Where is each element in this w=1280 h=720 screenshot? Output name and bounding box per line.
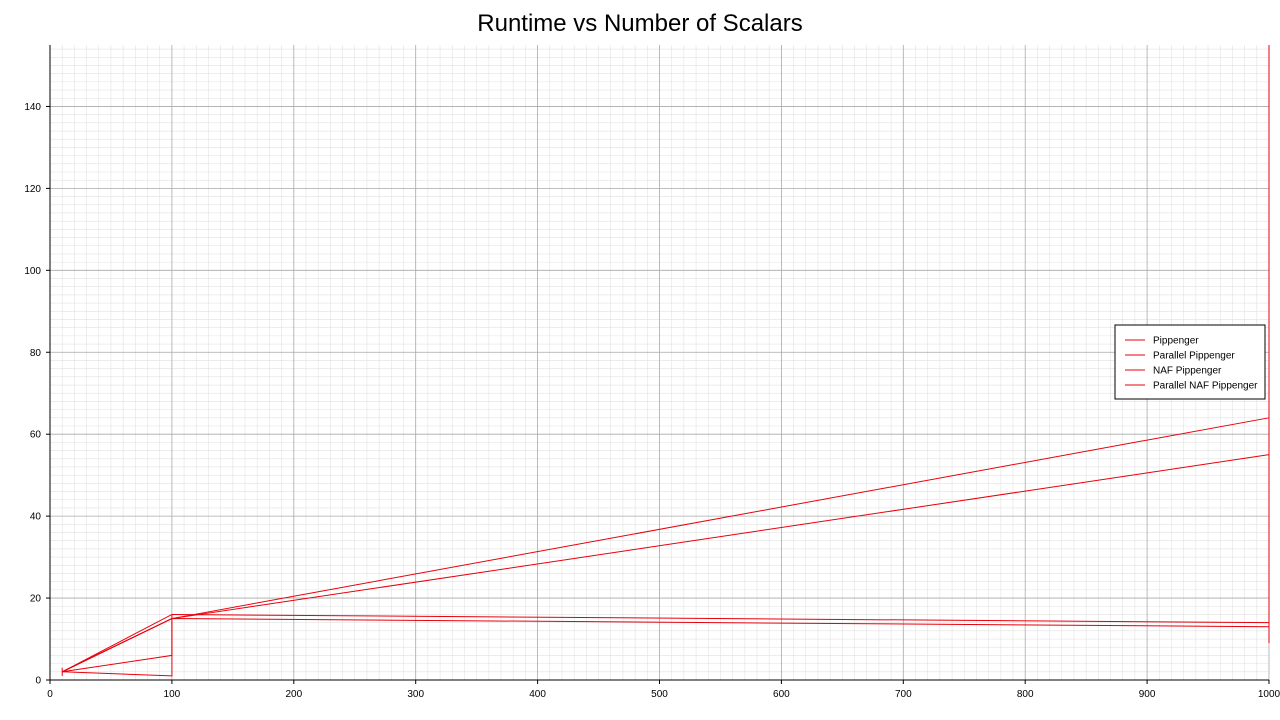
chart-title: Runtime vs Number of Scalars (477, 10, 803, 37)
x-tick-label: 500 (651, 689, 668, 700)
x-tick-label: 600 (773, 689, 790, 700)
legend-box (1114, 324, 1266, 400)
y-tick-label: 140 (24, 102, 41, 113)
x-tick-label: 100 (164, 689, 181, 700)
y-tick-label: 80 (30, 348, 42, 359)
segment-line-1 (62, 614, 173, 677)
y-tick-label: 120 (24, 184, 41, 195)
y-tick-label: 60 (30, 430, 42, 441)
legend-label: Parallel NAF Pippenger (1153, 381, 1258, 392)
series-lines (61, 45, 1270, 677)
y-tick-label: 40 (30, 512, 42, 523)
x-tick-label: 400 (529, 689, 546, 700)
x-tick-label: 1000 (1258, 689, 1280, 700)
y-tick-label: 0 (35, 676, 41, 687)
legend-label: Pippenger (1153, 336, 1199, 347)
legend-label: Parallel Pippenger (1153, 351, 1235, 362)
axes: 0 100 200 300 400 500 600 700 800 900 1000 0 20 40 60 8… (24, 45, 1280, 700)
x-tick-label: 800 (1017, 689, 1034, 700)
series-line-2 (61, 613, 1270, 673)
y-tick-label: 20 (30, 594, 42, 605)
y-tick-label: 100 (24, 266, 41, 277)
legend: Pippenger Parallel Pippenger NAF Pippenger… (1114, 324, 1266, 400)
x-tick-label: 0 (47, 689, 53, 700)
legend-label: NAF Pippenger (1153, 366, 1222, 377)
grid (49, 45, 1270, 681)
x-tick-label: 700 (895, 689, 912, 700)
x-tick-label: 200 (285, 689, 302, 700)
x-tick-label: 900 (1139, 689, 1156, 700)
x-tick-label: 300 (407, 689, 424, 700)
